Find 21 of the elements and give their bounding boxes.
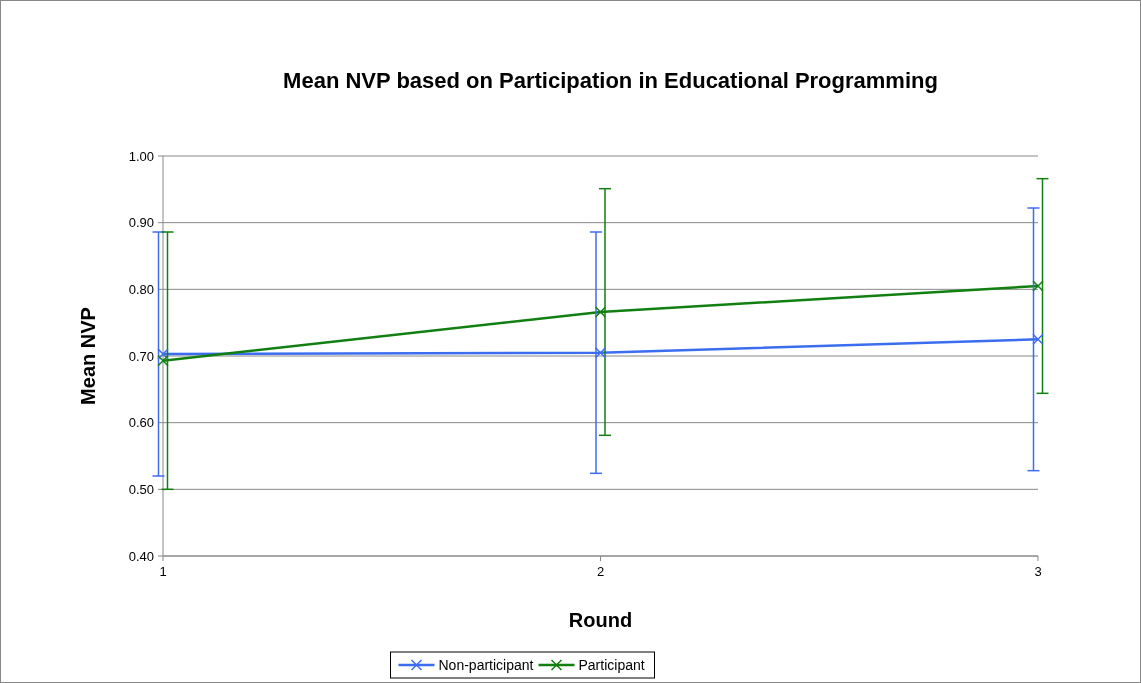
y-axis-title: Mean NVP (77, 307, 99, 405)
x-axis-title: Round (568, 609, 633, 631)
x-tick-label: 3 (1034, 564, 1042, 579)
y-tick-label: 1.00 (128, 148, 154, 164)
point (594, 346, 607, 359)
point (594, 306, 607, 318)
legend-label: Participant (578, 656, 645, 673)
point (157, 348, 169, 360)
legend-label: Non-participant (438, 656, 534, 673)
y-tick-label: 0.60 (128, 415, 154, 431)
y-tick-label: 0.50 (128, 481, 154, 497)
y-tick-label: 0.80 (128, 281, 154, 297)
point (1032, 280, 1044, 292)
y-tick-label: 0.40 (128, 548, 154, 564)
y-tick-label: 0.70 (128, 348, 154, 364)
point (157, 354, 169, 367)
y-tick-label: 0.90 (128, 215, 154, 231)
chart-title: Mean NVP based on Participation in Educational Programming (283, 68, 938, 93)
point (1032, 333, 1044, 346)
x-tick-label: 2 (596, 564, 605, 579)
x-tick-label: 1 (159, 564, 167, 579)
